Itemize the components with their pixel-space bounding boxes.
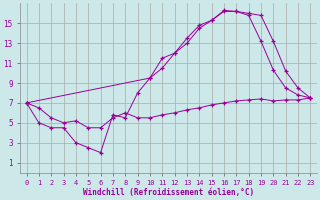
X-axis label: Windchill (Refroidissement éolien,°C): Windchill (Refroidissement éolien,°C): [83, 188, 254, 197]
